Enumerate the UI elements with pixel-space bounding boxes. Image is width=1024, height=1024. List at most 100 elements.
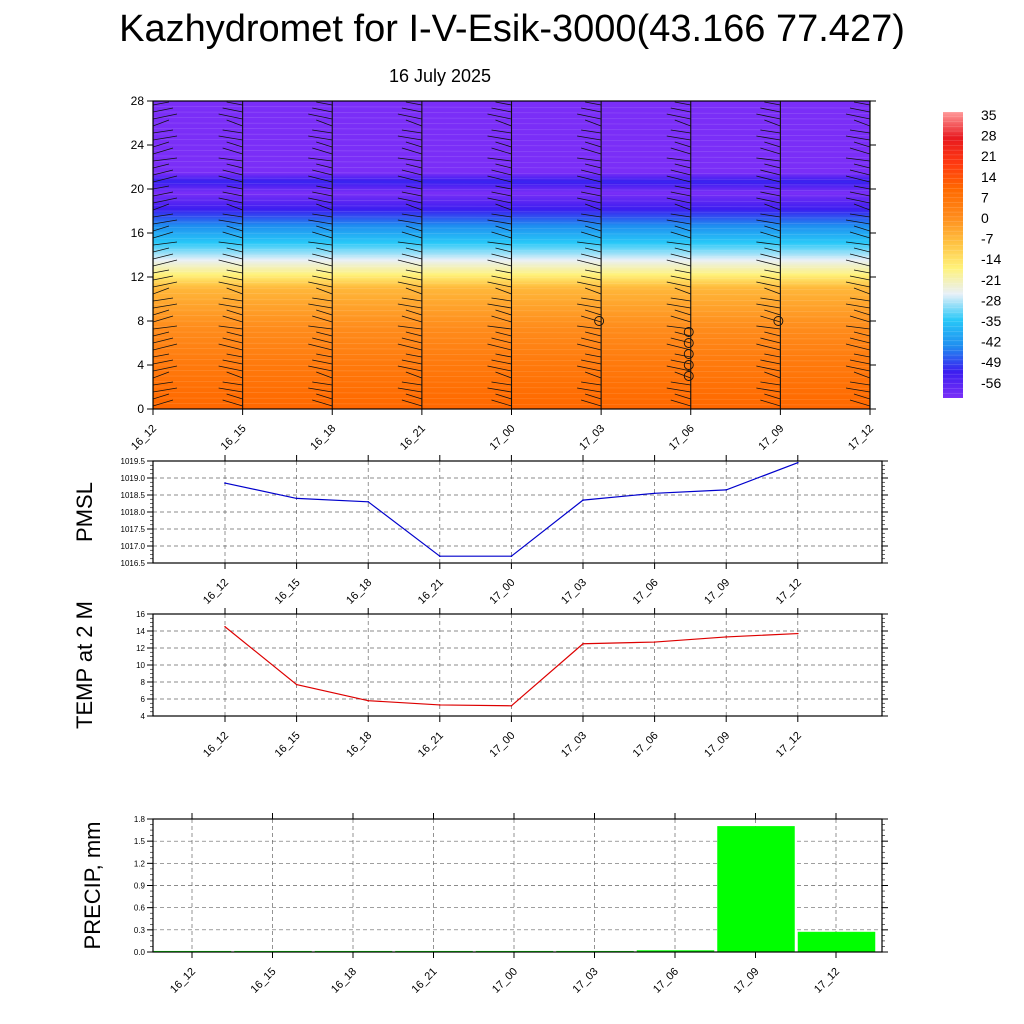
wind-barb bbox=[397, 197, 422, 204]
wind-barb bbox=[670, 315, 691, 323]
wind-barb bbox=[845, 241, 870, 246]
wind-barb bbox=[495, 309, 512, 316]
wind-barb bbox=[577, 113, 602, 120]
colorbar-label: -14 bbox=[981, 251, 1001, 267]
wind-barb bbox=[670, 169, 691, 176]
wind-barb bbox=[577, 343, 602, 351]
wind-barb bbox=[845, 387, 870, 393]
wind-barb bbox=[764, 141, 781, 148]
wind-barb bbox=[312, 399, 333, 407]
data-point bbox=[295, 497, 298, 500]
wind-barb bbox=[764, 393, 781, 400]
x-tick-label: 17_09 bbox=[702, 730, 732, 760]
wind-barb bbox=[312, 129, 333, 134]
x-tick-label: 17_12 bbox=[846, 423, 876, 453]
wind-barb bbox=[487, 135, 512, 141]
panel-frame bbox=[152, 460, 883, 564]
wind-barb bbox=[308, 157, 333, 162]
wind-barb bbox=[401, 129, 422, 134]
wind-barb bbox=[491, 297, 512, 302]
wind-barb bbox=[760, 213, 781, 218]
wind-barb bbox=[581, 399, 602, 407]
wind-barb bbox=[308, 219, 333, 225]
wind-barb bbox=[312, 297, 333, 302]
x-tick-label: 17_00 bbox=[490, 966, 520, 996]
wind-barb bbox=[495, 203, 512, 211]
wind-barb bbox=[495, 393, 512, 400]
wind-barb bbox=[218, 259, 243, 267]
wind-barb bbox=[153, 253, 174, 260]
wind-barb bbox=[153, 241, 178, 246]
wind-barb bbox=[153, 141, 170, 148]
y-tick-label: 16 bbox=[136, 610, 145, 619]
wind-barb bbox=[308, 365, 333, 372]
wind-barb bbox=[756, 365, 781, 372]
wind-barb bbox=[312, 359, 333, 365]
wind-barb bbox=[405, 203, 423, 211]
wind-barb bbox=[397, 281, 422, 288]
data-point bbox=[797, 461, 799, 464]
wind-barb bbox=[666, 135, 691, 141]
wind-barb bbox=[397, 259, 422, 267]
y-tick-label: 1018.5 bbox=[121, 491, 146, 500]
wind-barb bbox=[222, 315, 243, 323]
wind-barb bbox=[584, 203, 602, 211]
wind-barb bbox=[312, 213, 333, 218]
wind-barb bbox=[495, 225, 512, 232]
wind-barb bbox=[226, 185, 243, 190]
data-point bbox=[510, 705, 513, 707]
wind-barb bbox=[585, 331, 602, 337]
wind-barb bbox=[153, 387, 178, 393]
wind-barb bbox=[495, 331, 512, 337]
x-tick-label: 17_00 bbox=[487, 577, 517, 607]
wind-barb bbox=[760, 191, 781, 197]
wind-barb bbox=[153, 247, 170, 253]
wind-barb bbox=[849, 381, 870, 386]
wind-barb bbox=[153, 163, 170, 169]
wind-barb bbox=[495, 141, 512, 148]
calm-circle bbox=[683, 338, 694, 348]
wind-barb bbox=[666, 197, 691, 204]
wind-barb bbox=[153, 259, 178, 267]
wind-barb bbox=[401, 169, 422, 176]
wind-barb bbox=[316, 203, 333, 211]
wind-barb bbox=[153, 309, 170, 316]
wind-barb bbox=[674, 163, 691, 169]
y-tick-label: 0.9 bbox=[134, 882, 146, 891]
wind-barb bbox=[316, 393, 333, 400]
wind-barb bbox=[405, 163, 422, 169]
wind-barb bbox=[845, 157, 870, 162]
data-point bbox=[797, 632, 799, 635]
wind-barb bbox=[764, 185, 781, 190]
wind-barb bbox=[491, 107, 512, 113]
wind-barb bbox=[581, 381, 602, 386]
y-axis-label: PRECIP, mm bbox=[80, 822, 105, 950]
page-title: Kazhydromet for I-V-Esik-3000(43.166 77.… bbox=[119, 8, 905, 50]
wind-barb bbox=[487, 365, 512, 372]
wind-barb bbox=[666, 281, 691, 288]
wind-barb bbox=[401, 399, 422, 407]
wind-barb bbox=[674, 101, 691, 106]
x-tick-label: 16_18 bbox=[344, 730, 374, 760]
wind-barb bbox=[153, 275, 174, 281]
x-tick-label: 16_15 bbox=[249, 966, 279, 996]
calm-circle bbox=[683, 360, 694, 370]
calm-circle bbox=[683, 371, 694, 381]
wind-barb bbox=[405, 309, 422, 316]
wind-barb bbox=[308, 175, 333, 183]
wind-barb bbox=[849, 359, 870, 365]
wind-barb bbox=[764, 331, 781, 337]
wind-barb bbox=[845, 219, 870, 225]
heatmap-panel: 0 4 8 12 16 20 24 28 16_12 16_15 16_18 16_21 17_00 17… bbox=[129, 94, 876, 453]
wind-barb bbox=[756, 113, 781, 120]
wind-barb bbox=[670, 337, 691, 344]
wind-barb bbox=[226, 353, 243, 358]
panel-frame bbox=[152, 818, 883, 953]
x-tick-label: 16_12 bbox=[201, 577, 231, 607]
colorbar-gradient bbox=[943, 112, 963, 398]
y-tick-label: 12 bbox=[136, 644, 145, 653]
colorbar-label: -28 bbox=[981, 292, 1001, 308]
wind-barb bbox=[674, 371, 691, 379]
x-tick-label: 16_18 bbox=[308, 423, 338, 453]
y-tick-label: 4 bbox=[137, 358, 144, 372]
